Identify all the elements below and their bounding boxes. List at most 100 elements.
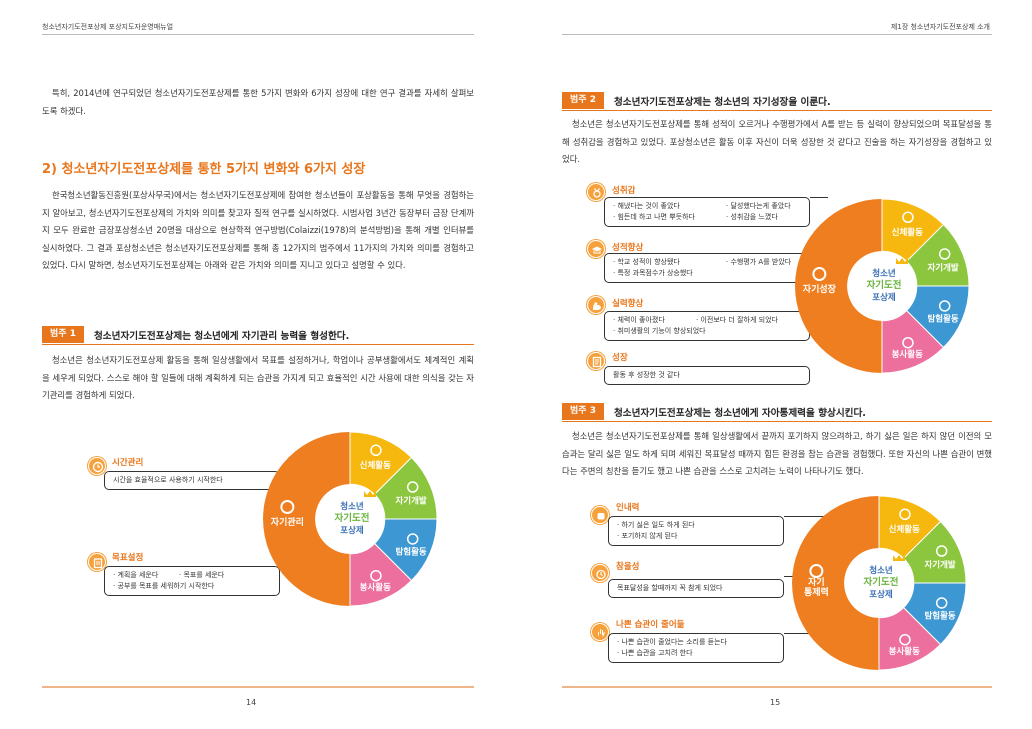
item-bad-habits-box: · 나쁜 습관이 줄었다는 소리를 듣는다 · 나쁜 습관을 고치려 한다	[608, 633, 784, 663]
lightbulb-icon	[935, 545, 948, 557]
category-1-body: 청소년은 청소년자기도전포상제 활동을 통해 일상생활에서 목표를 설정하거나,…	[42, 355, 474, 400]
item-bad-habits-title: 나쁜 습관이 줄어듦	[616, 620, 685, 630]
segment-core	[795, 199, 882, 373]
heart-hand-icon	[899, 633, 911, 646]
gear-icon	[280, 500, 295, 514]
item-time-management-line: 시간을 효율적으로 사용하기 시작한다	[113, 476, 223, 484]
category-2-title: 청소년자기도전포상제는 청소년의 자기성장을 이룬다.	[613, 96, 831, 108]
left-intro: 특히, 2014년에 연구되었던 청소년자기도전포상제를 통한 5가지 변화와 …	[42, 88, 474, 116]
fist-icon	[591, 506, 609, 524]
hand-icon	[591, 623, 609, 641]
logo-text: 청소년	[872, 268, 896, 279]
item-skill-improvement-line: · 이전보다 더 잘하게 되었다	[696, 316, 778, 324]
category-3-header: 범주 3 청소년자기도전포상제는 청소년에게 자아통제력을 향상시킨다.	[562, 403, 866, 420]
left-section-title: 2) 청소년자기도전포상제를 통한 5가지 변화와 6가지 성장	[42, 162, 366, 177]
category-2-underline	[562, 110, 992, 111]
category-3-body: 청소년은 청소년자기도전포상제를 통해 일상생활에서 끝까지 포기하지 않으려하…	[562, 431, 992, 476]
backpack-icon	[406, 533, 419, 545]
category-3-title: 청소년자기도전포상제는 청소년에게 자아통제력을 향상시킨다.	[613, 407, 866, 419]
wheel-core-label: 자기성장	[803, 283, 837, 295]
left-page-number: 14	[246, 698, 257, 707]
item-achievement-box: · 해냈다는 것이 좋았다 · 달성했다는게 좋았다 · 힘든데 하고 나면 뿌듯…	[604, 197, 810, 227]
right-header: 제1장 청소년자기도전포상제 소개	[890, 23, 990, 31]
item-perseverance-title: 인내력	[616, 503, 640, 513]
lightbulb-icon	[406, 481, 419, 493]
item-perseverance-line: · 하기 싫은 일도 하게 된다	[617, 521, 695, 529]
item-perseverance-line: · 포기하지 않게 된다	[617, 532, 678, 540]
heart-hand-icon	[902, 336, 914, 349]
segment-core	[263, 432, 350, 606]
item-goal-setting-line: · 공부를 목표를 세워하기 시작한다	[113, 582, 215, 590]
item-goal-setting-line: · 계획을 세운다	[113, 571, 159, 579]
wheel-segment-label: 봉사활동	[360, 582, 391, 593]
item-skill-improvement-line: · 체력이 좋아졌다	[613, 316, 665, 324]
logo-text: 포상제	[872, 292, 896, 303]
item-patience-box: 목표달성을 할때까지 꼭 참게 되었다	[608, 579, 784, 598]
logo-text: 자기도전	[335, 512, 370, 524]
wheel-segment-label: 자기개발	[395, 496, 426, 507]
right-header-line	[562, 34, 992, 35]
item-goal-setting-box: · 계획을 세운다 · 목표를 세운다 · 공부를 목표를 세워하기 시작한다	[104, 566, 280, 596]
wheel-segment-label: 봉사활동	[892, 349, 923, 360]
graduation-cap-icon	[587, 240, 605, 258]
category-1-underline	[42, 344, 474, 345]
heart-hand-icon	[370, 569, 382, 582]
logo-text: 포상제	[340, 525, 364, 536]
crown-icon	[893, 555, 905, 561]
item-skill-improvement-title: 실력향상	[612, 299, 644, 309]
right-page: 제1장 청소년자기도전포상제 소개 범주 2 청소년자기도전포상제는 청소년의 …	[516, 0, 1032, 729]
dumbbell-icon	[370, 444, 382, 457]
item-patience-title: 참을성	[616, 562, 640, 572]
lightbulb-icon	[938, 248, 951, 260]
item-bad-habits-line: · 나쁜 습관을 고치려 한다	[617, 649, 693, 657]
wheel-segment-label: 탐험활동	[924, 610, 955, 621]
right-page-number: 15	[770, 698, 781, 707]
document-icon	[587, 352, 605, 370]
wheel-segment-label: 신체활동	[892, 227, 923, 238]
item-grade-improvement-line: · 수행평가 A를 받았다	[726, 258, 792, 266]
gear-icon	[809, 564, 824, 578]
logo-text: 청소년	[340, 501, 364, 512]
right-footer-line	[562, 686, 992, 688]
wheel-segment-label: 탐험활동	[395, 546, 426, 557]
wheel-center	[315, 484, 385, 554]
left-page: 청소년자기도전포상제 포상지도자운영매뉴얼 특히, 2014년에 연구되었던 청…	[42, 23, 474, 707]
crown-icon	[364, 491, 376, 497]
wheel-core-label: 자기	[808, 576, 825, 588]
wheel-segment-label: 자기개발	[924, 560, 955, 571]
clock-icon	[88, 457, 106, 475]
category-1-tag: 범주 1	[42, 326, 84, 343]
item-skill-improvement-box: · 체력이 좋아졌다 · 이전보다 더 잘하게 되었다 · 취미생활의 기능이 향…	[604, 311, 810, 341]
muscle-arm-icon	[587, 296, 605, 314]
item-grade-improvement-line: · 학교 성적이 향상됐다	[613, 258, 680, 266]
logo-text: 자기도전	[867, 279, 902, 291]
left-footer-line	[42, 686, 474, 688]
category-2-header: 범주 2 청소년자기도전포상제는 청소년의 자기성장을 이룬다.	[562, 92, 831, 109]
logo-text: 자기도전	[864, 576, 899, 588]
item-growth-box: 활동 후 성장한 것 같다	[604, 366, 810, 385]
wheel-segment-label: 신체활동	[360, 460, 391, 471]
logo-text: 포상제	[869, 589, 893, 600]
clipboard-icon	[88, 553, 106, 571]
dumbbell-icon	[899, 508, 911, 521]
left-header-line	[42, 34, 474, 35]
item-achievement-line: · 힘든데 하고 나면 뿌듯하다	[613, 213, 695, 221]
connector	[810, 197, 828, 198]
item-grade-improvement-title: 성적향상	[612, 243, 644, 253]
wheel-segment-label: 자기개발	[927, 263, 958, 274]
crown-icon	[896, 258, 908, 264]
item-grade-improvement-box: · 학교 성적이 향상됐다 · 수행평가 A를 받았다 · 특정 과목점수가 상승…	[604, 253, 810, 283]
wheel-segment-label: 탐험활동	[927, 313, 958, 324]
wheel-segment-label: 신체활동	[889, 524, 920, 535]
logo-text: 청소년	[869, 565, 893, 576]
medal-icon	[587, 183, 605, 201]
category-2-body: 청소년은 청소년자기도전포상제를 통해 성적이 오르거나 수행평가에서 A를 받…	[562, 119, 992, 164]
stopwatch-icon	[591, 564, 609, 582]
gear-icon	[812, 267, 827, 281]
item-achievement-line: · 달성했다는게 좋았다	[726, 202, 791, 210]
item-patience-line: 목표달성을 할때까지 꼭 참게 되었다	[617, 584, 723, 592]
item-growth-title: 성장	[612, 353, 628, 363]
item-grade-improvement-line: · 특정 과목점수가 상승했다	[613, 269, 693, 277]
